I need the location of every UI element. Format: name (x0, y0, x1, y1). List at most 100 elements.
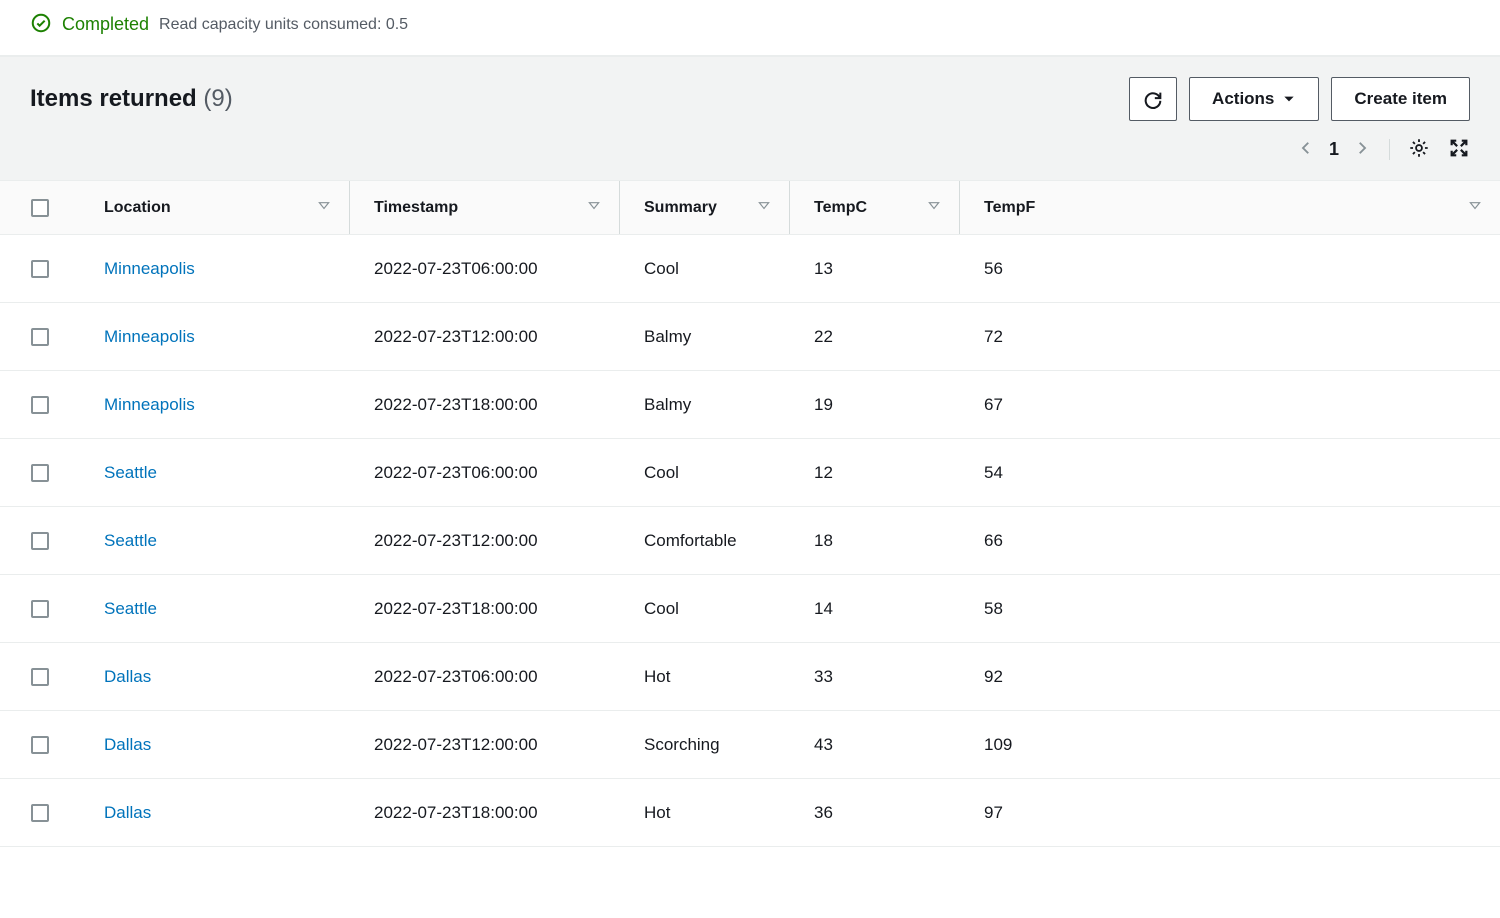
cell-tempf: 56 (960, 235, 1500, 303)
cell-timestamp: 2022-07-23T18:00:00 (350, 371, 620, 439)
status-label: Completed (62, 14, 149, 35)
create-item-button[interactable]: Create item (1331, 77, 1470, 121)
location-link[interactable]: Dallas (104, 667, 151, 686)
cell-tempc: 12 (790, 439, 960, 507)
success-icon (30, 12, 52, 37)
row-select-cell (0, 235, 80, 303)
cell-timestamp: 2022-07-23T06:00:00 (350, 439, 620, 507)
cell-tempc: 36 (790, 779, 960, 847)
cell-location: Seattle (80, 575, 350, 643)
column-label: TempF (960, 199, 1035, 217)
column-label: TempC (790, 199, 867, 217)
location-link[interactable]: Seattle (104, 531, 157, 550)
cell-tempf: 54 (960, 439, 1500, 507)
row-checkbox[interactable] (31, 532, 49, 550)
location-link[interactable]: Dallas (104, 735, 151, 754)
sort-icon[interactable] (757, 198, 771, 217)
chevron-right-icon (1353, 139, 1371, 157)
pagination-prev[interactable] (1297, 139, 1315, 160)
fullscreen-button[interactable] (1448, 137, 1470, 162)
panel-title-count: (9) (203, 85, 232, 112)
column-label: Timestamp (350, 199, 458, 217)
cell-location: Dallas (80, 779, 350, 847)
table-header: Location Timestamp (0, 181, 1500, 235)
panel-header: Items returned (9) Actions Create item (0, 57, 1500, 129)
row-checkbox[interactable] (31, 736, 49, 754)
sort-icon[interactable] (587, 198, 601, 217)
select-all-checkbox[interactable] (31, 199, 49, 217)
column-header-tempf[interactable]: TempF (960, 181, 1500, 235)
location-link[interactable]: Minneapolis (104, 395, 195, 414)
cell-timestamp: 2022-07-23T12:00:00 (350, 711, 620, 779)
row-select-cell (0, 371, 80, 439)
caret-down-icon (1282, 92, 1296, 106)
table-row: Dallas 2022-07-23T18:00:00Hot3697 (0, 779, 1500, 847)
row-select-cell (0, 439, 80, 507)
row-select-cell (0, 643, 80, 711)
refresh-icon (1142, 88, 1164, 110)
cell-location: Minneapolis (80, 303, 350, 371)
table-row: Dallas2022-07-23T12:00:00Scorching43109 (0, 711, 1500, 779)
column-header-tempc[interactable]: TempC (790, 181, 960, 235)
column-label: Summary (620, 199, 717, 217)
column-header-summary[interactable]: Summary (620, 181, 790, 235)
cell-timestamp: 2022-07-23T18:00:00 (350, 779, 620, 847)
cell-timestamp: 2022-07-23T06:00:00 (350, 235, 620, 303)
sort-icon[interactable] (1468, 198, 1482, 217)
cell-tempf: 97 (960, 779, 1500, 847)
chevron-left-icon (1297, 139, 1315, 157)
table-row: Minneapolis2022-07-23T12:00:00Balmy2272 (0, 303, 1500, 371)
row-select-cell (0, 303, 80, 371)
row-checkbox[interactable] (31, 260, 49, 278)
status-bar: Completed Read capacity units consumed: … (0, 0, 1500, 56)
table-row: Seattle2022-07-23T18:00:00Cool1458 (0, 575, 1500, 643)
row-checkbox[interactable] (31, 328, 49, 346)
cell-summary: Cool (620, 575, 790, 643)
table-row: Seattle2022-07-23T06:00:00Cool1254 (0, 439, 1500, 507)
cell-location: Seattle (80, 439, 350, 507)
cell-timestamp: 2022-07-23T12:00:00 (350, 303, 620, 371)
pagination-next[interactable] (1353, 139, 1371, 160)
cell-tempf: 58 (960, 575, 1500, 643)
panel-title: Items returned (9) (30, 85, 233, 113)
actions-button[interactable]: Actions (1189, 77, 1319, 121)
location-link[interactable]: Dallas (104, 803, 151, 822)
column-header-location[interactable]: Location (80, 181, 350, 235)
cell-timestamp: 2022-07-23T12:00:00 (350, 507, 620, 575)
cell-summary: Hot (620, 643, 790, 711)
pagination-page: 1 (1329, 139, 1339, 160)
row-checkbox[interactable] (31, 464, 49, 482)
column-header-timestamp[interactable]: Timestamp (350, 181, 620, 235)
refresh-button[interactable] (1129, 77, 1177, 121)
cell-tempc: 14 (790, 575, 960, 643)
sort-icon[interactable] (927, 198, 941, 217)
panel-title-text: Items returned (30, 85, 197, 112)
cell-tempf: 66 (960, 507, 1500, 575)
table-body: Minneapolis2022-07-23T06:00:00Cool1356Mi… (0, 235, 1500, 847)
actions-button-label: Actions (1212, 89, 1274, 109)
column-header-select (0, 181, 80, 235)
row-checkbox[interactable] (31, 668, 49, 686)
cell-timestamp: 2022-07-23T06:00:00 (350, 643, 620, 711)
cell-summary: Hot (620, 779, 790, 847)
row-select-cell (0, 779, 80, 847)
location-link[interactable]: Seattle (104, 599, 157, 618)
cell-tempf: 92 (960, 643, 1500, 711)
toolbar-secondary: 1 (0, 129, 1500, 180)
cell-location: Dallas (80, 643, 350, 711)
location-link[interactable]: Minneapolis (104, 259, 195, 278)
cell-tempc: 43 (790, 711, 960, 779)
location-link[interactable]: Minneapolis (104, 327, 195, 346)
location-link[interactable]: Seattle (104, 463, 157, 482)
column-label: Location (80, 199, 171, 217)
row-select-cell (0, 575, 80, 643)
gear-icon (1408, 137, 1430, 159)
row-select-cell (0, 711, 80, 779)
sort-icon[interactable] (317, 198, 331, 217)
row-checkbox[interactable] (31, 396, 49, 414)
cell-tempf: 67 (960, 371, 1500, 439)
table-row: Dallas2022-07-23T06:00:00Hot3392 (0, 643, 1500, 711)
preferences-button[interactable] (1408, 137, 1430, 162)
row-checkbox[interactable] (31, 804, 49, 822)
row-checkbox[interactable] (31, 600, 49, 618)
